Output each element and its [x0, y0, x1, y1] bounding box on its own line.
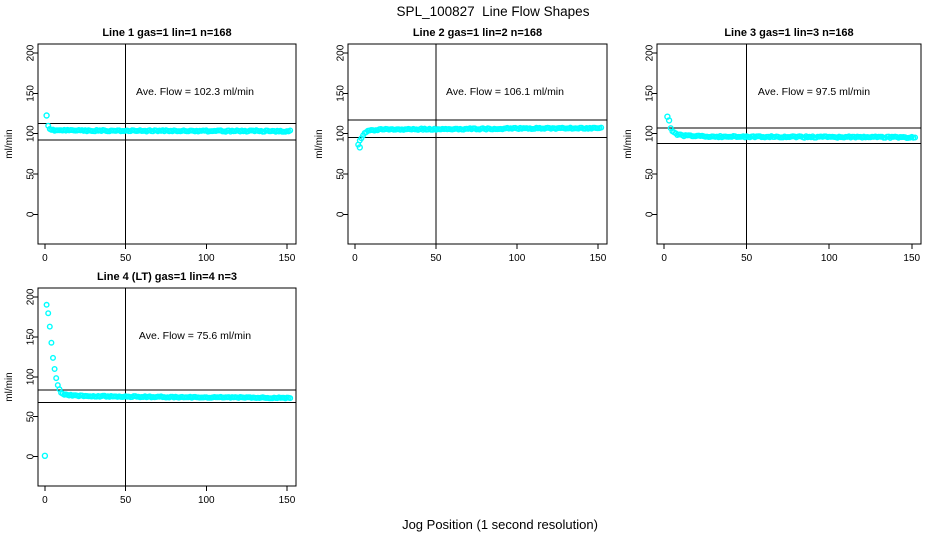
reference-lines [348, 44, 607, 244]
data-points [355, 124, 605, 151]
subplot-4: Line 4 (LT) gas=1 lin=4 n=3 0 50 100 150 0 50 1… [4, 271, 297, 506]
y-tick-label: 100 [645, 125, 656, 142]
panel-title: Line 2 gas=1 lin=2 n=168 [413, 27, 542, 39]
y-tick-label: 100 [26, 125, 37, 142]
x-tick-label: 50 [430, 253, 442, 264]
x-tick-label: 0 [352, 253, 358, 264]
axes [652, 52, 913, 249]
y-axis-label: ml/min [623, 129, 634, 158]
x-tick-label: 150 [279, 253, 296, 264]
y-tick-label: 200 [26, 288, 37, 305]
outlier-point [41, 452, 49, 459]
y-tick-label: 0 [26, 211, 37, 217]
ave-flow-annotation: Ave. Flow = 75.6 ml/min [139, 330, 251, 342]
x-tick-label: 100 [198, 253, 215, 264]
x-tick-label: 100 [821, 253, 838, 264]
x-tick-label: 50 [120, 495, 132, 506]
subplot-3: Line 3 gas=1 lin=3 n=168 0 50 100 150 0 50 100 1… [623, 27, 922, 264]
ave-flow-annotation: Ave. Flow = 97.5 ml/min [758, 86, 870, 98]
reference-lines [657, 44, 921, 244]
x-tick-label: 150 [279, 495, 296, 506]
plot-box [347, 43, 608, 245]
y-tick-label: 50 [26, 411, 37, 423]
y-tick-label: 50 [645, 168, 656, 180]
axes [343, 52, 599, 249]
x-tick-label: 100 [509, 253, 526, 264]
main-title: SPL_100827 Line Flow Shapes [396, 4, 590, 19]
data-points [41, 301, 294, 459]
y-tick-label: 0 [26, 453, 37, 459]
subplot-1: Line 1 gas=1 lin=1 n=168 0 50 100 150 0 50 100 1… [4, 27, 297, 264]
y-tick-label: 50 [26, 168, 37, 180]
y-tick-label: 100 [336, 125, 347, 142]
y-tick-label: 200 [26, 44, 37, 61]
x-tick-label: 50 [741, 253, 753, 264]
axes [33, 296, 288, 491]
x-tick-label: 0 [661, 253, 667, 264]
y-tick-label: 200 [645, 44, 656, 61]
x-tick-label: 50 [120, 253, 132, 264]
data-points [43, 112, 294, 135]
x-tick-label: 150 [903, 253, 920, 264]
outlier-point [43, 112, 50, 119]
reference-lines [38, 44, 296, 244]
ave-flow-annotation: Ave. Flow = 106.1 ml/min [446, 86, 564, 98]
y-axis-label: ml/min [314, 129, 325, 158]
x-tick-label: 0 [42, 253, 48, 264]
x-tick-label: 0 [42, 495, 48, 506]
panel-title: Line 4 (LT) gas=1 lin=4 n=3 [97, 271, 237, 283]
ave-flow-annotation: Ave. Flow = 102.3 ml/min [136, 86, 254, 98]
y-tick-label: 100 [26, 368, 37, 385]
y-tick-label: 150 [645, 85, 656, 102]
y-tick-label: 150 [26, 328, 37, 345]
y-tick-label: 200 [336, 44, 347, 61]
plot-box [37, 43, 297, 245]
x-axis-label: Jog Position (1 second resolution) [402, 517, 598, 532]
y-tick-label: 150 [26, 85, 37, 102]
y-tick-label: 50 [336, 168, 347, 180]
panel-title: Line 1 gas=1 lin=1 n=168 [102, 27, 231, 39]
subplot-2: Line 2 gas=1 lin=2 n=168 0 50 100 150 0 50 100 1… [314, 27, 608, 264]
panel-title: Line 3 gas=1 lin=3 n=168 [724, 27, 853, 39]
reference-lines [38, 288, 296, 486]
y-tick-label: 0 [336, 211, 347, 217]
outlier-point [665, 117, 673, 124]
plot-box [37, 287, 297, 487]
y-axis-label: ml/min [4, 372, 15, 401]
axes [33, 52, 288, 249]
y-tick-label: 150 [336, 85, 347, 102]
data-points [664, 113, 919, 141]
plot-box [656, 43, 922, 245]
y-tick-label: 0 [645, 211, 656, 217]
x-tick-label: 100 [198, 495, 215, 506]
y-axis-label: ml/min [4, 129, 15, 158]
x-tick-label: 150 [590, 253, 607, 264]
outlier-point [356, 144, 363, 151]
